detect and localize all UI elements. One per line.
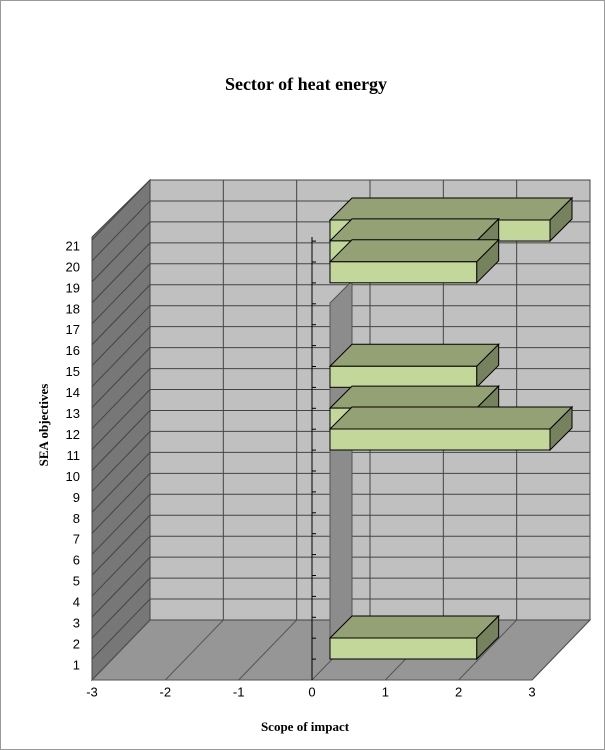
floor-grid-line	[238, 619, 298, 681]
side-line	[91, 368, 151, 429]
bar-top	[328, 615, 500, 639]
bar-top	[328, 343, 500, 367]
chart-title: Sector of heat energy	[225, 74, 387, 94]
side-line	[91, 535, 151, 597]
x-axis-title: Scope of impact	[261, 719, 350, 734]
side-line	[91, 242, 151, 304]
bar-top	[328, 406, 574, 430]
y-axis-title: SEA objectives	[36, 384, 51, 467]
bar-front	[329, 261, 478, 284]
y-tick-label: 18	[66, 301, 80, 316]
side-line	[91, 284, 151, 346]
y-tick-label: 12	[66, 427, 80, 442]
x-tick-label: -3	[86, 684, 98, 699]
y-tick-label: 19	[66, 280, 80, 295]
y-tick-label: 20	[66, 259, 80, 274]
y-tick-label: 4	[73, 595, 80, 610]
y-tick-label: 3	[73, 616, 80, 631]
y-tick-label: 10	[66, 469, 80, 484]
y-tick-label: 21	[66, 238, 80, 253]
x-tick-label: -2	[160, 684, 172, 699]
side-line	[91, 263, 151, 325]
side-line	[91, 472, 151, 534]
y-tick-label: 1	[73, 657, 80, 672]
side-line	[91, 514, 151, 576]
bar	[328, 343, 500, 389]
floor-grid-line	[91, 619, 151, 681]
side-line	[91, 452, 151, 513]
bar-front	[329, 637, 478, 660]
bar	[328, 405, 574, 452]
side-line	[91, 431, 151, 492]
side-line	[91, 389, 151, 450]
y-tick-label: 15	[66, 364, 80, 379]
bar	[328, 238, 500, 285]
y-tick-label: 13	[66, 406, 80, 421]
side-line	[91, 598, 151, 660]
y-tick-label: 8	[73, 511, 80, 526]
y-tick-label: 9	[73, 490, 80, 505]
side-line	[91, 179, 151, 241]
side-line	[91, 347, 151, 408]
floor-grid-line	[458, 619, 518, 681]
x-tick-label: 2	[455, 684, 462, 699]
bar-top	[328, 197, 574, 221]
x-tick-label: -1	[233, 684, 245, 699]
bar-top	[328, 239, 500, 263]
floor-grid-line	[164, 619, 224, 681]
side-line	[91, 556, 151, 618]
side-line	[91, 326, 151, 388]
bar-front	[329, 428, 551, 451]
y-tick-label: 11	[67, 448, 81, 463]
floor-grid-line	[531, 619, 591, 681]
x-tick-label: 0	[308, 684, 315, 699]
side-line	[91, 577, 151, 639]
y-tick-label: 17	[66, 322, 80, 337]
bar-top	[328, 218, 500, 242]
zero-plane	[329, 279, 353, 660]
side-line	[91, 221, 151, 283]
x-tick-label: 3	[528, 684, 535, 699]
x-tick-label: 1	[382, 684, 389, 699]
bar-top	[328, 385, 500, 409]
y-tick-label: 2	[73, 636, 80, 651]
bar	[328, 614, 500, 661]
y-tick-label: 5	[73, 574, 80, 589]
side-line	[91, 305, 151, 367]
y-tick-label: 7	[73, 532, 80, 547]
side-line	[91, 200, 151, 262]
y-tick-label: 16	[66, 343, 80, 358]
y-tick-label: 6	[73, 553, 80, 568]
bar-front	[329, 365, 478, 388]
side-wall	[91, 178, 151, 682]
y-tick-label: 14	[66, 385, 80, 400]
side-line	[91, 493, 151, 555]
side-line	[91, 410, 151, 471]
